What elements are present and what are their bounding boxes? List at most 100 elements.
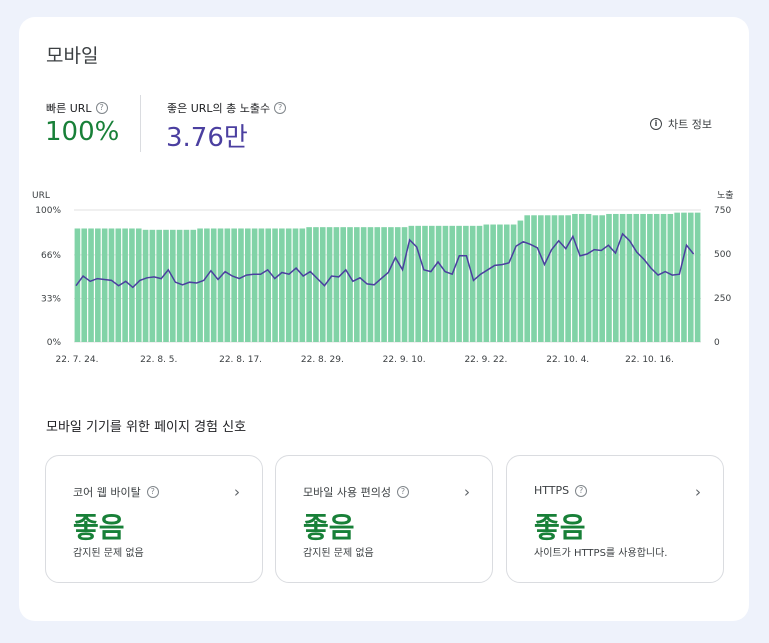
bar (210, 228, 217, 342)
bar (394, 227, 401, 342)
left-tick-label: 0% (47, 338, 62, 348)
bar (333, 227, 340, 342)
bar (647, 213, 653, 342)
bar (347, 227, 353, 342)
bar (653, 213, 660, 342)
bar (619, 213, 626, 342)
bar (660, 213, 667, 342)
signal-card-mobile-usability[interactable]: 모바일 사용 편의성 ? › 좋음 감지된 문제 없음 (275, 455, 493, 583)
bar (449, 225, 456, 342)
help-icon[interactable]: ? (575, 484, 588, 497)
signal-card-core-web-vitals[interactable]: 코어 웹 바이탈 ? › 좋음 감지된 문제 없음 (45, 455, 263, 583)
bar (135, 228, 142, 342)
fast-url-label-text: 빠른 URL (46, 102, 92, 115)
right-tick-label: 500 (714, 250, 731, 260)
bar (551, 215, 558, 342)
bar (401, 227, 408, 342)
right-tick-label: 0 (714, 338, 720, 348)
impressions-line (75, 232, 695, 289)
chart-info-label: 차트 정보 (668, 118, 712, 131)
help-icon[interactable]: ? (95, 102, 108, 114)
bar (122, 228, 128, 342)
signal-card-https[interactable]: HTTPS ? › 좋음 사이트가 HTTPS를 사용합니다. (506, 455, 724, 583)
bar (667, 213, 674, 342)
bar (190, 229, 197, 342)
left-tick-label: 100% (35, 206, 61, 216)
bar (531, 215, 537, 342)
bar (265, 228, 272, 342)
bar (340, 227, 347, 342)
signal-status: 좋음 (534, 511, 586, 544)
left-tick-label: 66% (41, 251, 61, 261)
bar (381, 227, 387, 342)
bar (251, 228, 258, 342)
bar (578, 213, 585, 342)
bar (674, 212, 680, 342)
bar (313, 227, 319, 342)
left-axis-title: URL (32, 191, 50, 201)
bar (538, 215, 544, 342)
bar (176, 229, 183, 342)
bar (197, 228, 203, 342)
bar (81, 228, 88, 342)
signal-name-row: 코어 웹 바이탈 ? (73, 484, 159, 500)
x-tick-label: 22. 9. 10. (383, 355, 426, 365)
bar (463, 225, 469, 342)
signal-status: 좋음 (73, 511, 125, 544)
bar (224, 228, 231, 342)
fast-url-label: 빠른 URL ? (46, 100, 108, 116)
mobile-report-card: 모바일 빠른 URL ? 100% 좋은 URL의 총 노출수 ? 3.76만 … (19, 17, 749, 621)
bar (633, 213, 640, 342)
bar (408, 225, 415, 342)
bar (388, 227, 394, 342)
bar (483, 224, 490, 342)
chart-info-button[interactable]: i 차트 정보 (650, 116, 712, 132)
bar (422, 225, 428, 342)
bar (163, 229, 169, 342)
bar (476, 225, 483, 342)
signal-name-row: 모바일 사용 편의성 ? (303, 484, 409, 500)
right-tick-label: 750 (714, 206, 731, 216)
bar (170, 229, 176, 342)
help-icon[interactable]: ? (396, 486, 409, 498)
help-icon[interactable]: ? (146, 486, 159, 498)
bar (285, 228, 292, 342)
url-impressions-chart: URL 노출 100% 66% 33% 0% 750 500 250 0 22. 7. 24. 22.… (32, 190, 734, 365)
bar (292, 228, 299, 342)
bar (74, 228, 81, 342)
bar (558, 215, 565, 342)
right-axis-title: 노출 (717, 190, 734, 201)
bar (326, 227, 333, 342)
bar (497, 224, 503, 342)
bar (142, 229, 149, 342)
bar (306, 227, 312, 342)
bar (204, 228, 210, 342)
x-tick-label: 22. 8. 5. (140, 355, 177, 365)
bar (95, 228, 101, 342)
impressions-label-text: 좋은 URL의 총 노출수 (167, 102, 271, 115)
signal-description: 사이트가 HTTPS를 사용합니다. (534, 548, 668, 559)
bar (129, 228, 135, 342)
x-tick-label: 22. 7. 24. (56, 355, 99, 365)
bar (469, 225, 476, 342)
signal-name: 모바일 사용 편의성 (303, 486, 391, 499)
bar (517, 220, 524, 342)
x-tick-label: 22. 8. 17. (219, 355, 262, 365)
bar (694, 212, 701, 342)
help-icon[interactable]: ? (274, 102, 287, 114)
bar (231, 228, 237, 342)
metric-divider (140, 95, 141, 152)
signals-section-title: 모바일 기기를 위한 페이지 경험 신호 (46, 420, 247, 435)
bar (503, 224, 510, 342)
bar (510, 224, 517, 342)
right-tick-label: 250 (714, 294, 731, 304)
bar (592, 215, 599, 342)
bar (244, 228, 251, 342)
bar (156, 229, 162, 342)
bar (183, 229, 190, 342)
left-tick-label: 33% (41, 294, 61, 304)
bar (354, 227, 360, 342)
bar (360, 227, 367, 342)
impressions-label: 좋은 URL의 총 노출수 ? (167, 100, 287, 116)
bar (626, 213, 633, 342)
